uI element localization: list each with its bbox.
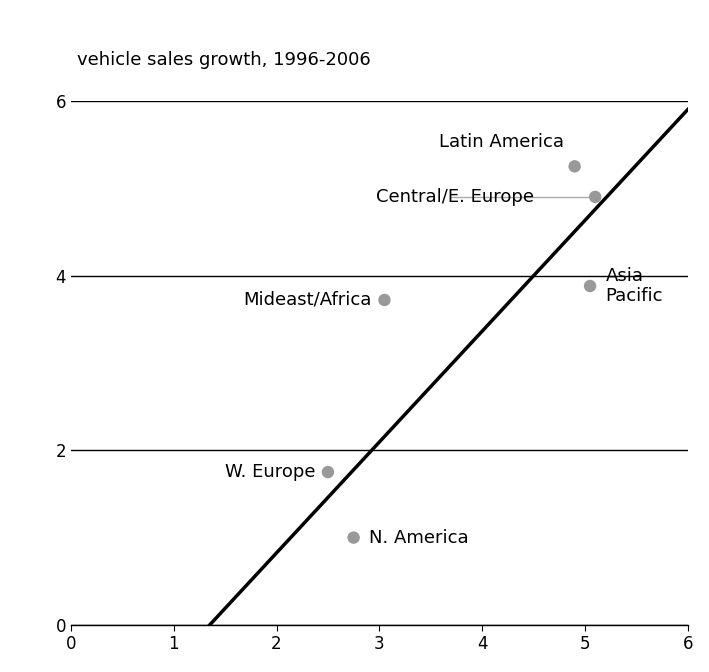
Point: [348, 532, 359, 543]
Text: N. America: N. America: [369, 529, 469, 546]
Text: vehicle sales growth, 1996-2006: vehicle sales growth, 1996-2006: [77, 51, 371, 69]
Point: [590, 192, 601, 202]
Text: Latin America: Latin America: [440, 132, 564, 151]
Text: Central/E. Europe: Central/E. Europe: [376, 188, 534, 206]
Text: W. Europe: W. Europe: [225, 463, 316, 481]
Point: [379, 294, 390, 305]
Text: Mideast/Africa: Mideast/Africa: [244, 291, 372, 309]
Point: [322, 466, 334, 477]
Point: [569, 161, 581, 171]
Point: [584, 281, 596, 292]
Text: Asia
Pacific: Asia Pacific: [605, 267, 663, 305]
